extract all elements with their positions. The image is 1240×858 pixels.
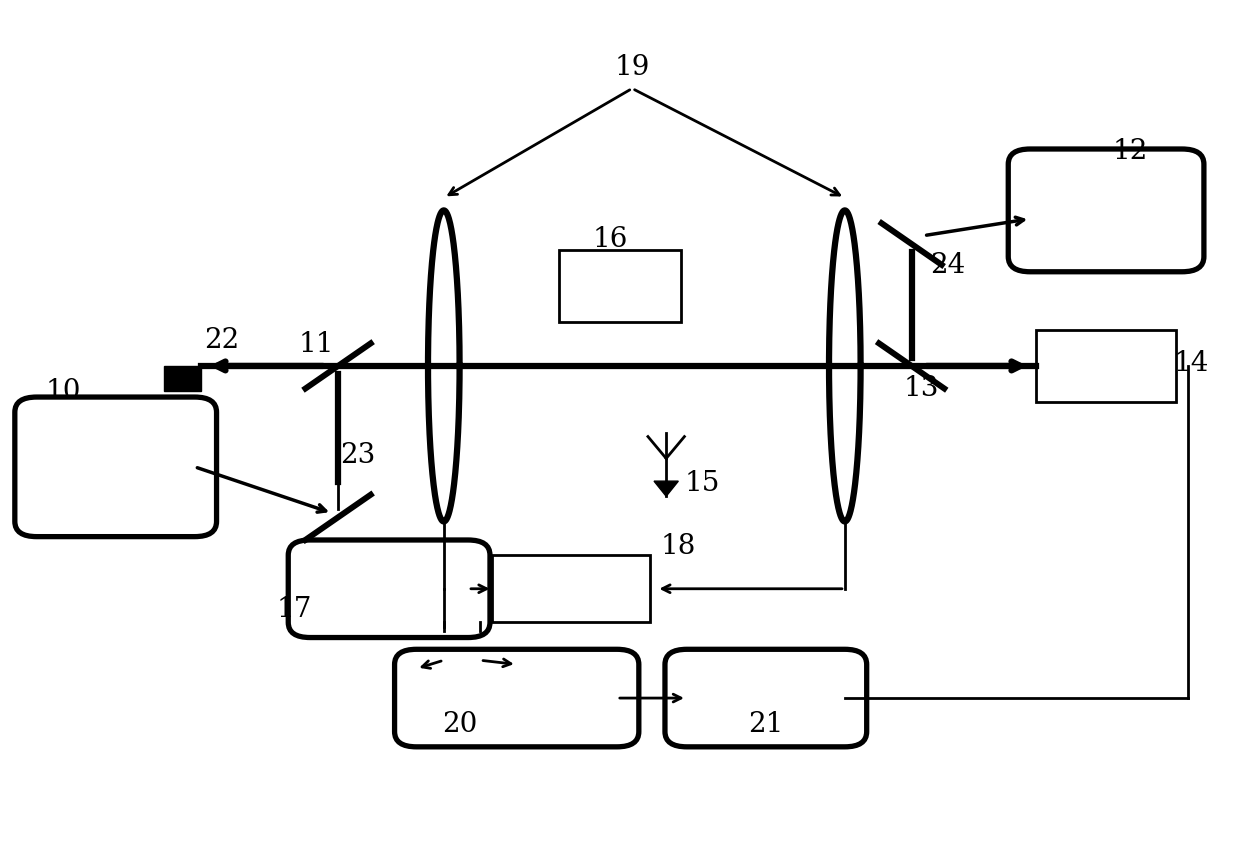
Text: 16: 16 [593,227,627,253]
FancyBboxPatch shape [665,650,867,746]
Bar [164,366,201,391]
FancyBboxPatch shape [492,555,650,622]
Text: 24: 24 [930,251,966,279]
Text: 18: 18 [661,533,696,560]
Text: 14: 14 [1173,350,1209,377]
FancyBboxPatch shape [559,251,681,322]
Text: 11: 11 [299,331,334,359]
Text: 17: 17 [277,596,312,623]
FancyBboxPatch shape [1008,149,1204,272]
Text: 13: 13 [904,375,939,402]
Text: 20: 20 [441,711,477,739]
FancyBboxPatch shape [1037,330,1176,402]
FancyBboxPatch shape [15,397,217,536]
FancyBboxPatch shape [288,540,490,637]
Text: 22: 22 [203,327,239,354]
Text: 19: 19 [615,54,650,81]
Polygon shape [653,481,678,496]
Text: 10: 10 [46,378,81,405]
Text: 15: 15 [684,470,720,497]
Text: 21: 21 [748,711,784,739]
FancyBboxPatch shape [394,650,639,746]
Text: 12: 12 [1112,138,1148,165]
Text: 23: 23 [340,443,376,469]
